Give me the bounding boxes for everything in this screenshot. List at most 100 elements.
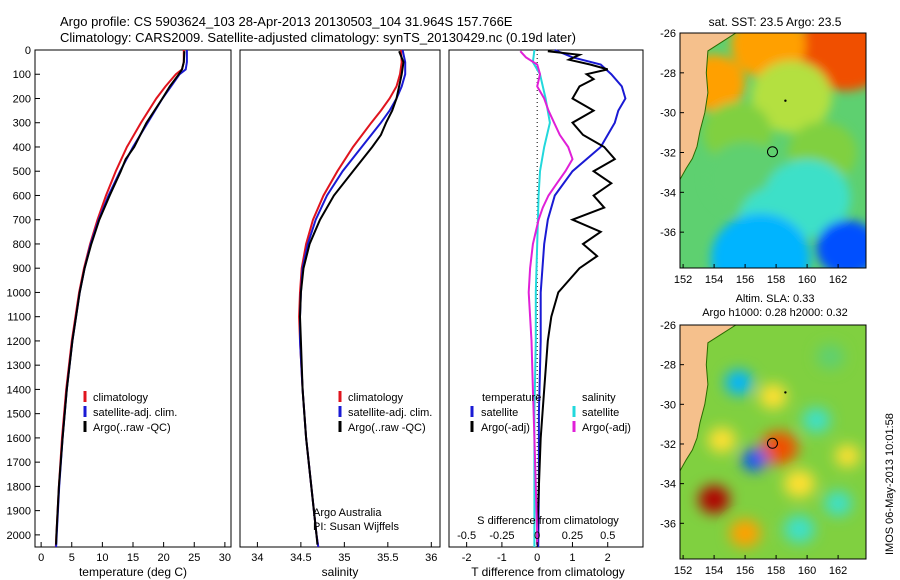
x-tick-label: 10 — [96, 552, 108, 564]
legend-label-climatology: climatology — [93, 392, 149, 404]
y-tick-label: 400 — [13, 142, 31, 154]
y-tick-label: 1400 — [7, 384, 31, 396]
temperature-legend: climatology satellite-adj. clim. Argo(..… — [83, 391, 177, 434]
x-tick-label: 35.5 — [377, 552, 398, 564]
y-tick-label: 1600 — [7, 433, 31, 445]
series-line-2 — [55, 51, 186, 545]
y-tick-label: -34 — [660, 479, 676, 491]
s-tick-label: 0.5 — [600, 530, 615, 542]
difference-plot — [519, 49, 627, 548]
argo-circle — [766, 437, 778, 449]
x-tick-label: 34 — [251, 552, 263, 564]
series-line-0 — [537, 49, 627, 548]
x-tick-label: 156 — [736, 565, 754, 577]
x-tick-label: 160 — [798, 565, 816, 577]
sla-field — [680, 325, 866, 559]
y-tick-label: -28 — [660, 360, 676, 372]
field-blob-3 — [724, 369, 753, 396]
x-tick-label: 158 — [767, 565, 785, 577]
land-mask — [680, 325, 737, 559]
salinity-plot — [298, 49, 407, 548]
field-blob-7 — [816, 344, 845, 370]
series-line-1 — [536, 50, 617, 545]
field-blob-1 — [760, 431, 798, 465]
sst-map-frame — [679, 32, 867, 269]
sla-map-frame — [679, 324, 867, 560]
field-blobs — [698, 344, 860, 548]
land-mask — [680, 33, 737, 268]
salinity-xlabel: salinity — [322, 565, 359, 579]
field-blob-8 — [729, 519, 761, 548]
salinity-legend: climatology satellite-adj. clim. Argo(..… — [338, 391, 432, 434]
sla-map-xticks: 152 154 156 158 160 162 — [674, 555, 847, 577]
field-blob-3 — [751, 60, 832, 133]
y-tick-label: 1700 — [7, 457, 31, 469]
x-tick-label: -1 — [497, 552, 507, 564]
y-tick-label: 1800 — [7, 481, 31, 493]
t-difference-xticks: -2 -1 0 1 2 — [462, 542, 611, 564]
temperature-xlabel: temperature (deg C) — [79, 565, 187, 579]
y-tick-label: 900 — [13, 263, 31, 275]
y-tick-label: -34 — [660, 187, 676, 199]
y-tick-label: 500 — [13, 166, 31, 178]
field-blob-12 — [835, 444, 860, 468]
legend-label-t-satellite: satellite — [481, 407, 518, 419]
x-tick-label: 25 — [188, 552, 200, 564]
y-tick-label: -30 — [660, 399, 676, 411]
sla-map-yticks: -26 -28 -30 -32 -34 -36 — [660, 320, 684, 530]
x-tick-label: 5 — [69, 552, 75, 564]
y-tick-label: -32 — [660, 147, 676, 159]
sla-map-panel: Altim. SLA: 0.33 Argo h1000: 0.28 h2000:… — [660, 293, 867, 577]
field-blob-2 — [742, 448, 767, 472]
y-tick-label: 0 — [25, 45, 31, 57]
y-tick-label: -36 — [660, 227, 676, 239]
x-tick-label: 162 — [829, 565, 847, 577]
x-tick-label: 0 — [534, 552, 540, 564]
field-blob-9 — [783, 469, 815, 498]
argo-circle — [766, 146, 778, 158]
series-line-2 — [298, 50, 405, 545]
x-tick-label: 160 — [798, 274, 816, 286]
field-blob-11 — [759, 383, 787, 409]
legend-label-argo: Argo(..raw -QC) — [93, 422, 171, 434]
legend-label-satellite: satellite-adj. clim. — [348, 407, 432, 419]
argo-position-marker — [766, 391, 787, 449]
field-blob-10 — [707, 427, 736, 453]
depth-yticks: 0 100 200 300 400 500 600 700 800 900 1000 1100 1200… — [7, 45, 40, 542]
y-tick-label: -28 — [660, 68, 676, 80]
field-blob-0 — [698, 485, 730, 514]
x-tick-label: 158 — [767, 274, 785, 286]
y-tick-label: 700 — [13, 215, 31, 227]
y-tick-label: 1100 — [7, 312, 31, 324]
temperature-axes — [34, 49, 232, 548]
y-tick-label: 100 — [13, 69, 31, 81]
difference-panel: -2 -1 0 1 2 -0.5 -0.25 0 0.25 0.5 S difference f… — [448, 49, 644, 579]
s-tick-label: -0.5 — [457, 530, 476, 542]
legend-label-s-argo: Argo(-adj) — [582, 422, 631, 434]
legend-label-s-satellite: satellite — [582, 407, 619, 419]
x-tick-label: 30 — [219, 552, 231, 564]
field-blob-4 — [802, 407, 831, 433]
sst-heatmap — [680, 33, 866, 268]
header-line1: Argo profile: CS 5903624_103 28-Apr-2013… — [60, 14, 513, 29]
sla-heatmap — [680, 325, 866, 559]
field-blobs — [683, 33, 866, 268]
x-tick-label: 154 — [705, 274, 723, 286]
y-tick-label: -26 — [660, 320, 676, 332]
field-blob-5 — [824, 490, 853, 517]
credit-pi: PI: Susan Wijffels — [313, 521, 399, 533]
legend-label-argo: Argo(..raw -QC) — [348, 422, 426, 434]
argo-position-marker — [766, 99, 787, 158]
y-tick-label: 800 — [13, 239, 31, 251]
y-tick-label: 300 — [13, 118, 31, 130]
y-tick-label: -30 — [660, 108, 676, 120]
series-line-3 — [519, 50, 574, 545]
x-tick-label: 152 — [674, 274, 692, 286]
x-tick-label: 20 — [158, 552, 170, 564]
y-tick-label: 600 — [13, 190, 31, 202]
series-line-2 — [531, 49, 551, 547]
sst-field — [680, 33, 866, 268]
x-tick-label: 154 — [705, 565, 723, 577]
sla-map-title: Altim. SLA: 0.33 — [736, 293, 815, 305]
